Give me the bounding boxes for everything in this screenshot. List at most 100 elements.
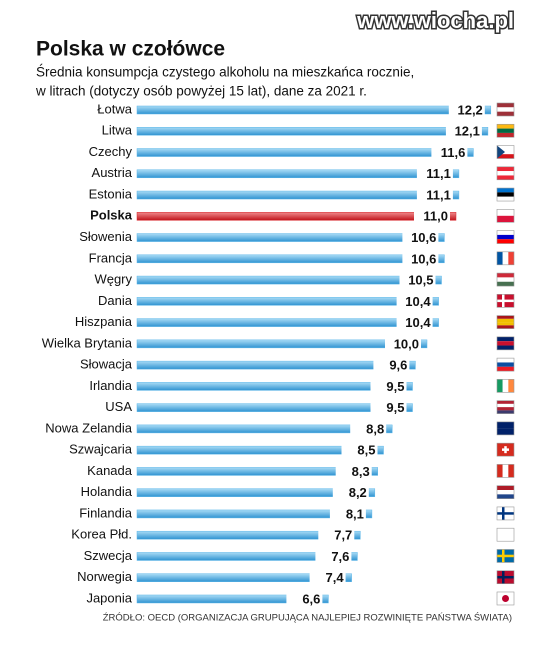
value-label: 6,6	[302, 591, 320, 606]
value-label: 8,3	[352, 464, 370, 479]
flag	[496, 145, 515, 159]
category-label: Litwa	[102, 123, 133, 138]
value-label: 8,1	[346, 506, 364, 521]
value-label: 10,4	[405, 315, 431, 330]
value-label-bg	[399, 272, 436, 289]
bar	[136, 297, 439, 306]
value-label-bg	[414, 208, 450, 225]
category-label: USA	[105, 399, 132, 414]
category-label: Nowa Zelandia	[45, 420, 132, 435]
value-label: 7,6	[331, 549, 349, 564]
value-label: 11,0	[423, 209, 448, 224]
value-label-bg	[341, 442, 378, 459]
value-label: 8,8	[366, 421, 384, 436]
value-label: 10,0	[394, 336, 419, 351]
source: ŹRÓDŁO: OECD (ORGANIZACJA GRUPUJĄCA NAJL…	[103, 612, 512, 624]
value-label-bg	[286, 590, 323, 607]
flag	[496, 123, 515, 138]
bar	[136, 509, 373, 519]
category-label: Szwecja	[84, 548, 133, 563]
category-label: Francja	[89, 250, 133, 265]
category-label: Kanada	[87, 463, 133, 478]
bar	[136, 530, 361, 540]
value-label-bg	[431, 144, 468, 161]
bar	[136, 488, 376, 497]
subtitle: Średnia konsumpcja czystego alkoholu na …	[36, 65, 414, 80]
bar	[136, 254, 445, 264]
value-label-bg	[370, 399, 407, 416]
value-label-bg	[402, 229, 439, 246]
value-label-bg	[448, 102, 485, 118]
flag	[496, 166, 515, 181]
flag	[496, 379, 515, 393]
bar	[136, 594, 329, 604]
value-label: 11,1	[426, 187, 451, 202]
value-label: 9,5	[386, 379, 404, 394]
value-label: 10,5	[408, 273, 433, 288]
flag	[496, 485, 515, 499]
value-label: 10,6	[411, 230, 436, 245]
category-label: Irlandia	[89, 378, 132, 393]
bar	[136, 148, 474, 157]
category-label: Węgry	[94, 272, 132, 287]
value-label: 7,4	[326, 570, 345, 585]
value-label-bg	[329, 505, 366, 522]
value-label: 8,2	[349, 485, 367, 500]
value-label: 11,6	[441, 145, 466, 160]
category-label: Dania	[98, 293, 133, 308]
category-label: Szwajcaria	[69, 442, 133, 457]
bar	[136, 573, 352, 582]
bar	[136, 212, 457, 221]
bar	[136, 190, 460, 200]
bar	[136, 424, 393, 434]
bar	[136, 105, 492, 115]
bar	[136, 445, 384, 455]
flag	[496, 336, 515, 351]
bar	[136, 275, 442, 285]
value-label: 10,6	[411, 251, 436, 266]
value-label-bg	[416, 165, 453, 182]
category-label: Japonia	[86, 590, 132, 605]
value-label: 12,2	[457, 102, 482, 117]
flag	[496, 400, 515, 414]
category-label: Finlandia	[79, 505, 133, 520]
category-label: Holandia	[81, 484, 133, 499]
value-label: 8,5	[357, 443, 375, 458]
flag	[496, 209, 515, 223]
category-label: Norwegia	[77, 569, 133, 584]
bar	[136, 339, 428, 349]
bar	[136, 403, 413, 412]
category-label: Korea Płd.	[71, 527, 132, 542]
value-label-bg	[350, 420, 387, 437]
value-label: 11,1	[426, 166, 451, 181]
flag	[496, 442, 515, 457]
flag	[496, 251, 515, 266]
flag	[496, 102, 515, 117]
category-label: Estonia	[89, 186, 133, 201]
value-label-bg	[396, 293, 433, 310]
flag	[496, 570, 515, 585]
bar	[136, 552, 358, 561]
flag	[496, 421, 515, 436]
flag	[496, 591, 515, 606]
bar	[136, 169, 460, 179]
bar	[136, 360, 416, 370]
category-label: Słowacja	[80, 357, 133, 372]
flag	[496, 230, 515, 244]
value-label-bg	[396, 314, 433, 331]
flag	[496, 272, 515, 287]
subtitle: w litrach (dotyczy osób powyżej 15 lat),…	[35, 84, 367, 99]
value-label: 12,1	[455, 124, 480, 139]
value-label: 7,7	[334, 528, 352, 543]
value-label-bg	[402, 250, 439, 267]
watermark: www.wiocha.pl	[356, 8, 514, 33]
flag	[496, 187, 515, 202]
bar	[136, 467, 378, 476]
bar	[136, 382, 413, 391]
flag	[496, 464, 515, 478]
flag	[496, 549, 515, 563]
category-label: Polska	[90, 208, 133, 223]
flag	[496, 527, 515, 542]
category-label: Słowenia	[79, 229, 133, 244]
